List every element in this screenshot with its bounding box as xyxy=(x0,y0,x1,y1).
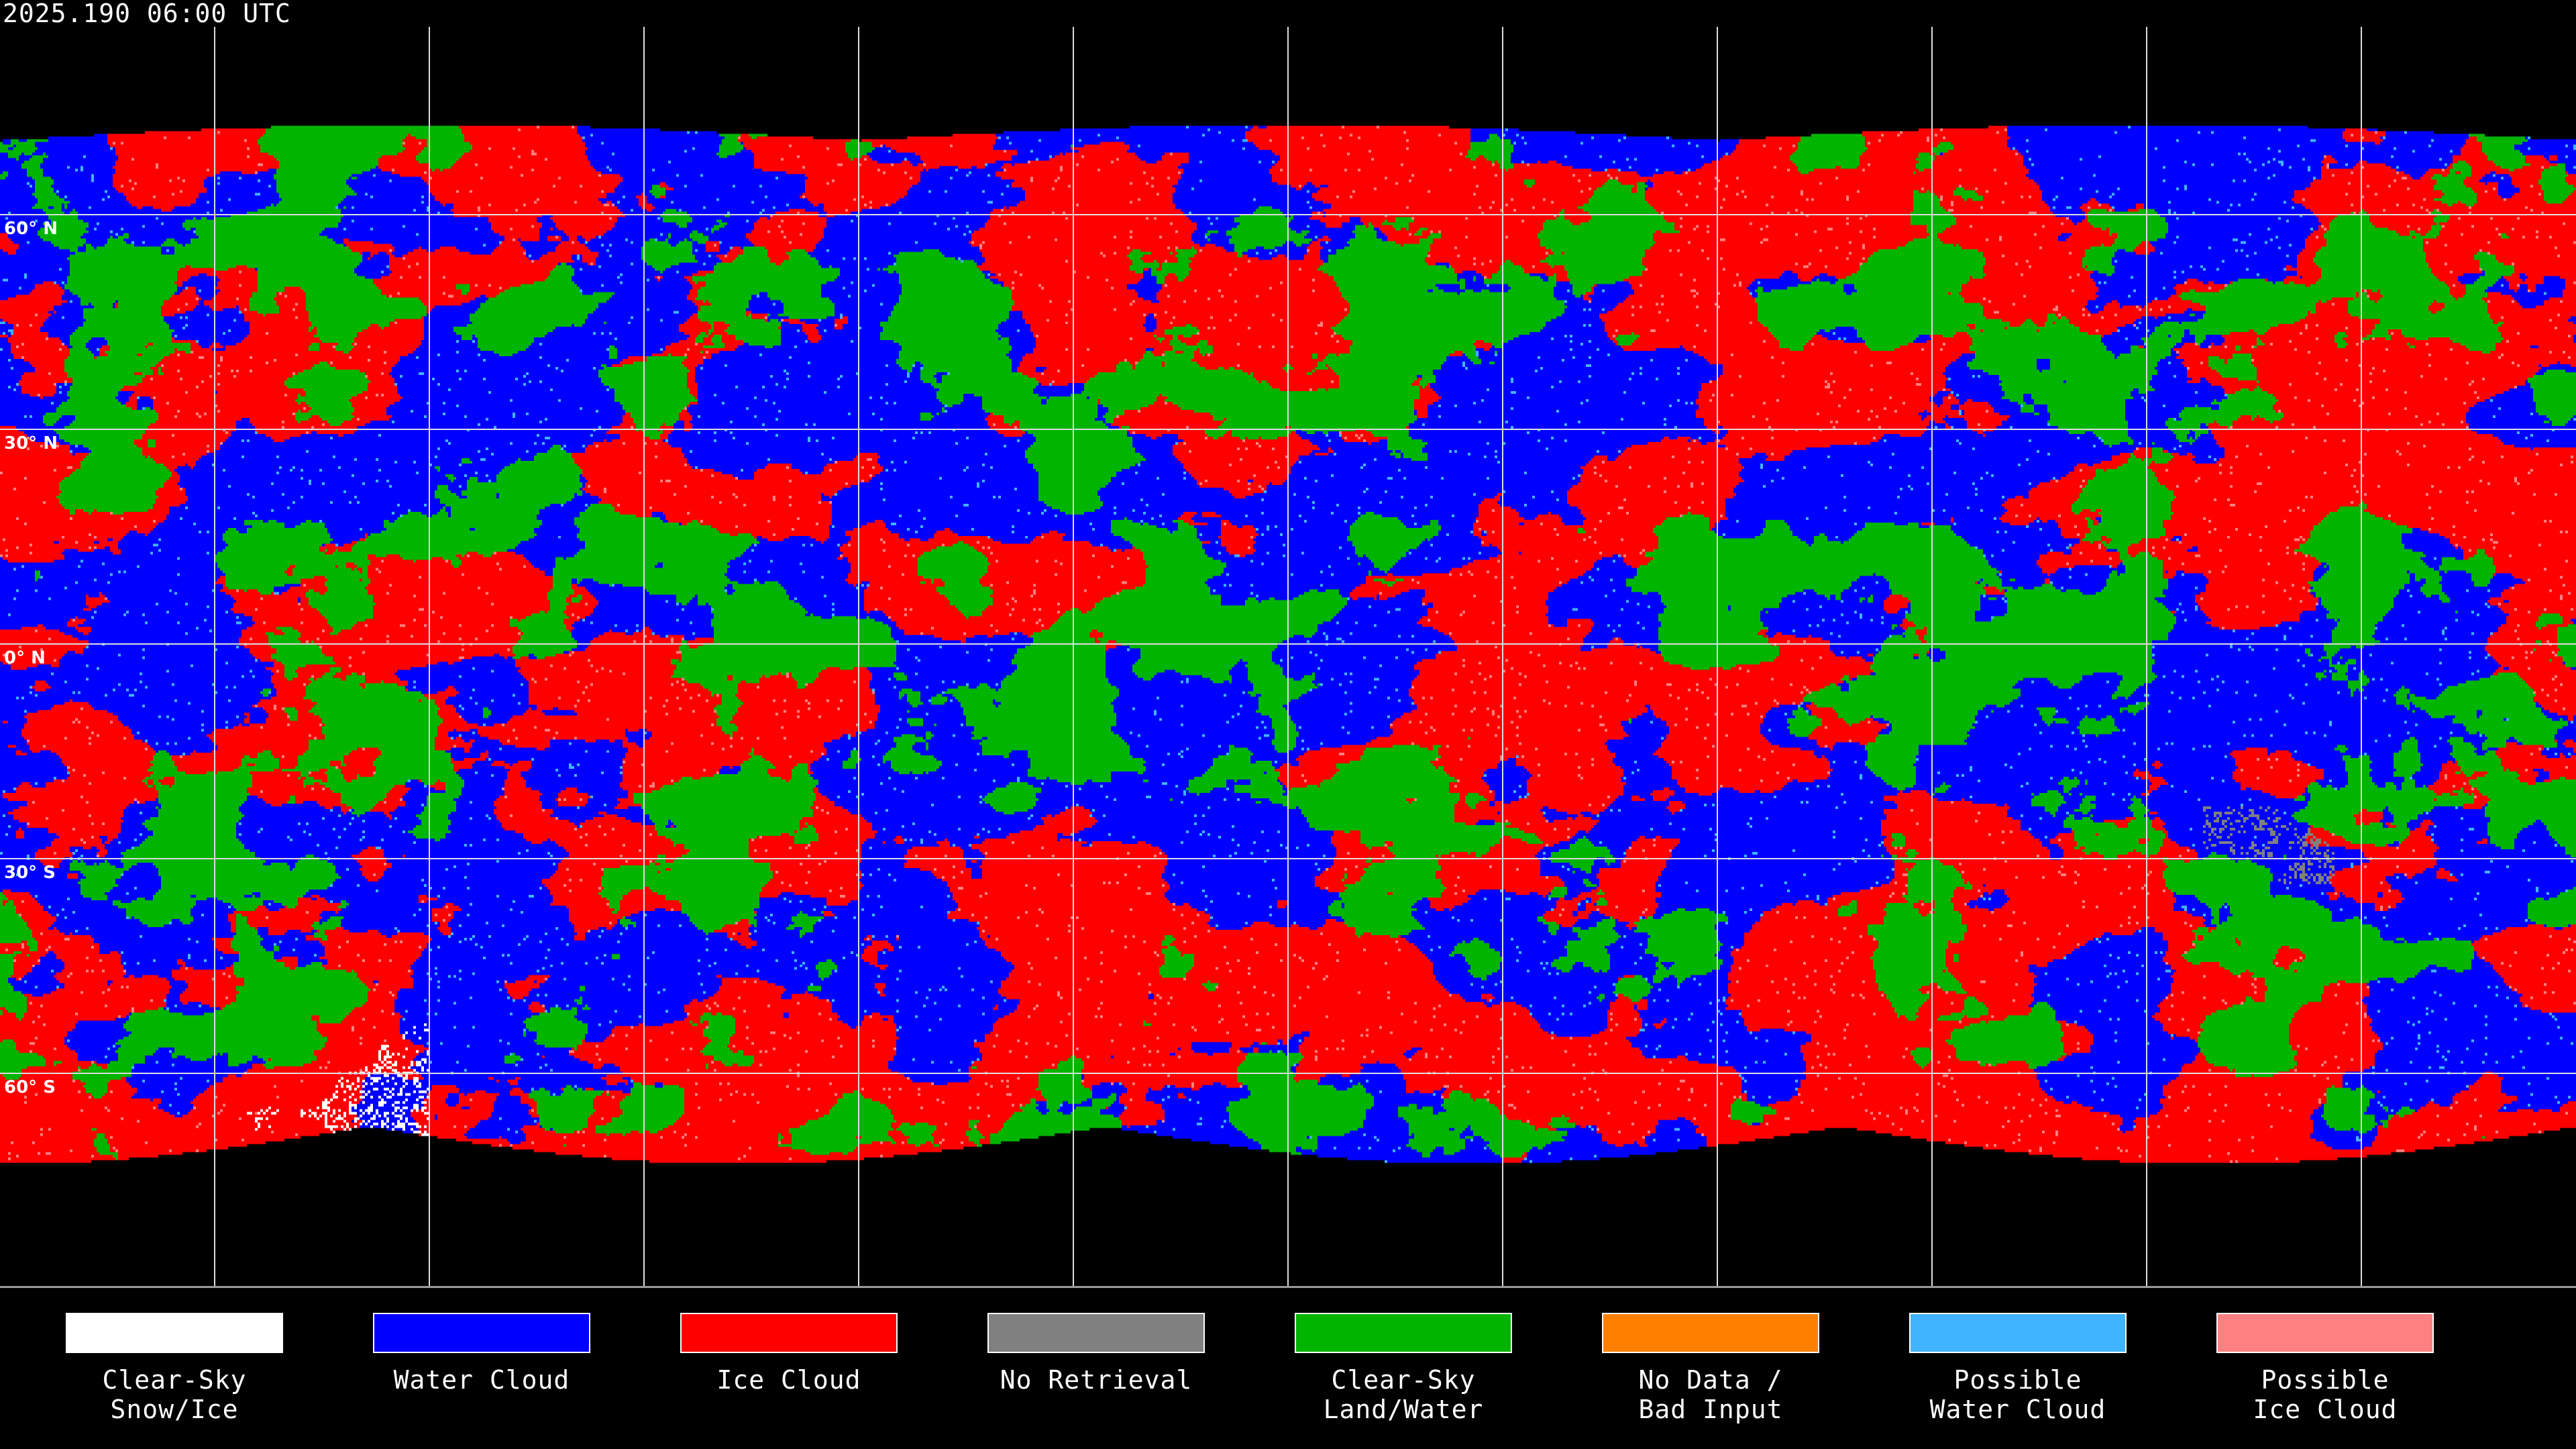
legend-label: No Retrieval xyxy=(1000,1365,1193,1395)
meridian-line xyxy=(1073,27,1074,1286)
meridian-line xyxy=(2146,27,2147,1286)
meridian-line xyxy=(429,27,430,1286)
legend-swatch xyxy=(66,1313,283,1353)
legend-item-ice-cloud: Ice Cloud xyxy=(680,1313,898,1395)
meridian-line xyxy=(643,27,645,1286)
legend-item-no-retrieval: No Retrieval xyxy=(987,1313,1205,1395)
parallel-line xyxy=(0,214,2576,215)
meridian-line xyxy=(858,27,859,1286)
cloud-phase-map: 60° N 30° N 0° N 30° S 60° S xyxy=(0,0,2576,1288)
legend-swatch xyxy=(373,1313,590,1353)
meridian-line xyxy=(1287,27,1289,1286)
meridian-line xyxy=(1931,27,1933,1286)
legend-label: Clear-Sky Snow/Ice xyxy=(102,1365,247,1424)
legend-swatch xyxy=(987,1313,1205,1353)
legend-label: Possible Ice Cloud xyxy=(2253,1365,2398,1424)
meridian-line xyxy=(1717,27,1718,1286)
legend-swatch xyxy=(1295,1313,1512,1353)
legend-item-clear-sky-land-water: Clear-Sky Land/Water xyxy=(1295,1313,1512,1424)
legend-item-water-cloud: Water Cloud xyxy=(373,1313,590,1395)
meridian-line xyxy=(1502,27,1503,1286)
legend-label: No Data / Bad Input xyxy=(1638,1365,1783,1424)
lat-label-30s: 30° S xyxy=(4,863,56,883)
parallel-line xyxy=(0,1073,2576,1074)
legend-item-possible-ice-cloud: Possible Ice Cloud xyxy=(2216,1313,2434,1424)
legend-swatch xyxy=(2216,1313,2434,1353)
lat-label-30n: 30° N xyxy=(4,433,58,453)
parallel-line xyxy=(0,643,2576,645)
meridian-line xyxy=(214,27,215,1286)
legend-label: Water Cloud xyxy=(393,1365,570,1395)
legend-swatch xyxy=(1602,1313,1819,1353)
meridian-line xyxy=(2361,27,2362,1286)
legend-item-clear-sky-snow-ice: Clear-Sky Snow/Ice xyxy=(66,1313,283,1424)
legend-label: Clear-Sky Land/Water xyxy=(1323,1365,1484,1424)
parallel-line xyxy=(0,858,2576,859)
legend-label: Ice Cloud xyxy=(716,1365,861,1395)
lat-label-60s: 60° S xyxy=(4,1077,56,1097)
legend-item-no-data: No Data / Bad Input xyxy=(1602,1313,1819,1424)
lat-label-60n: 60° N xyxy=(4,219,58,239)
legend-item-possible-water-cloud: Possible Water Cloud xyxy=(1909,1313,2127,1424)
legend-label: Possible Water Cloud xyxy=(1929,1365,2106,1424)
legend-swatch xyxy=(1909,1313,2127,1353)
lat-label-0: 0° N xyxy=(4,648,46,668)
parallel-line xyxy=(0,429,2576,430)
timestamp: 2025.190 06:00 UTC xyxy=(3,0,291,28)
legend-swatch xyxy=(680,1313,898,1353)
